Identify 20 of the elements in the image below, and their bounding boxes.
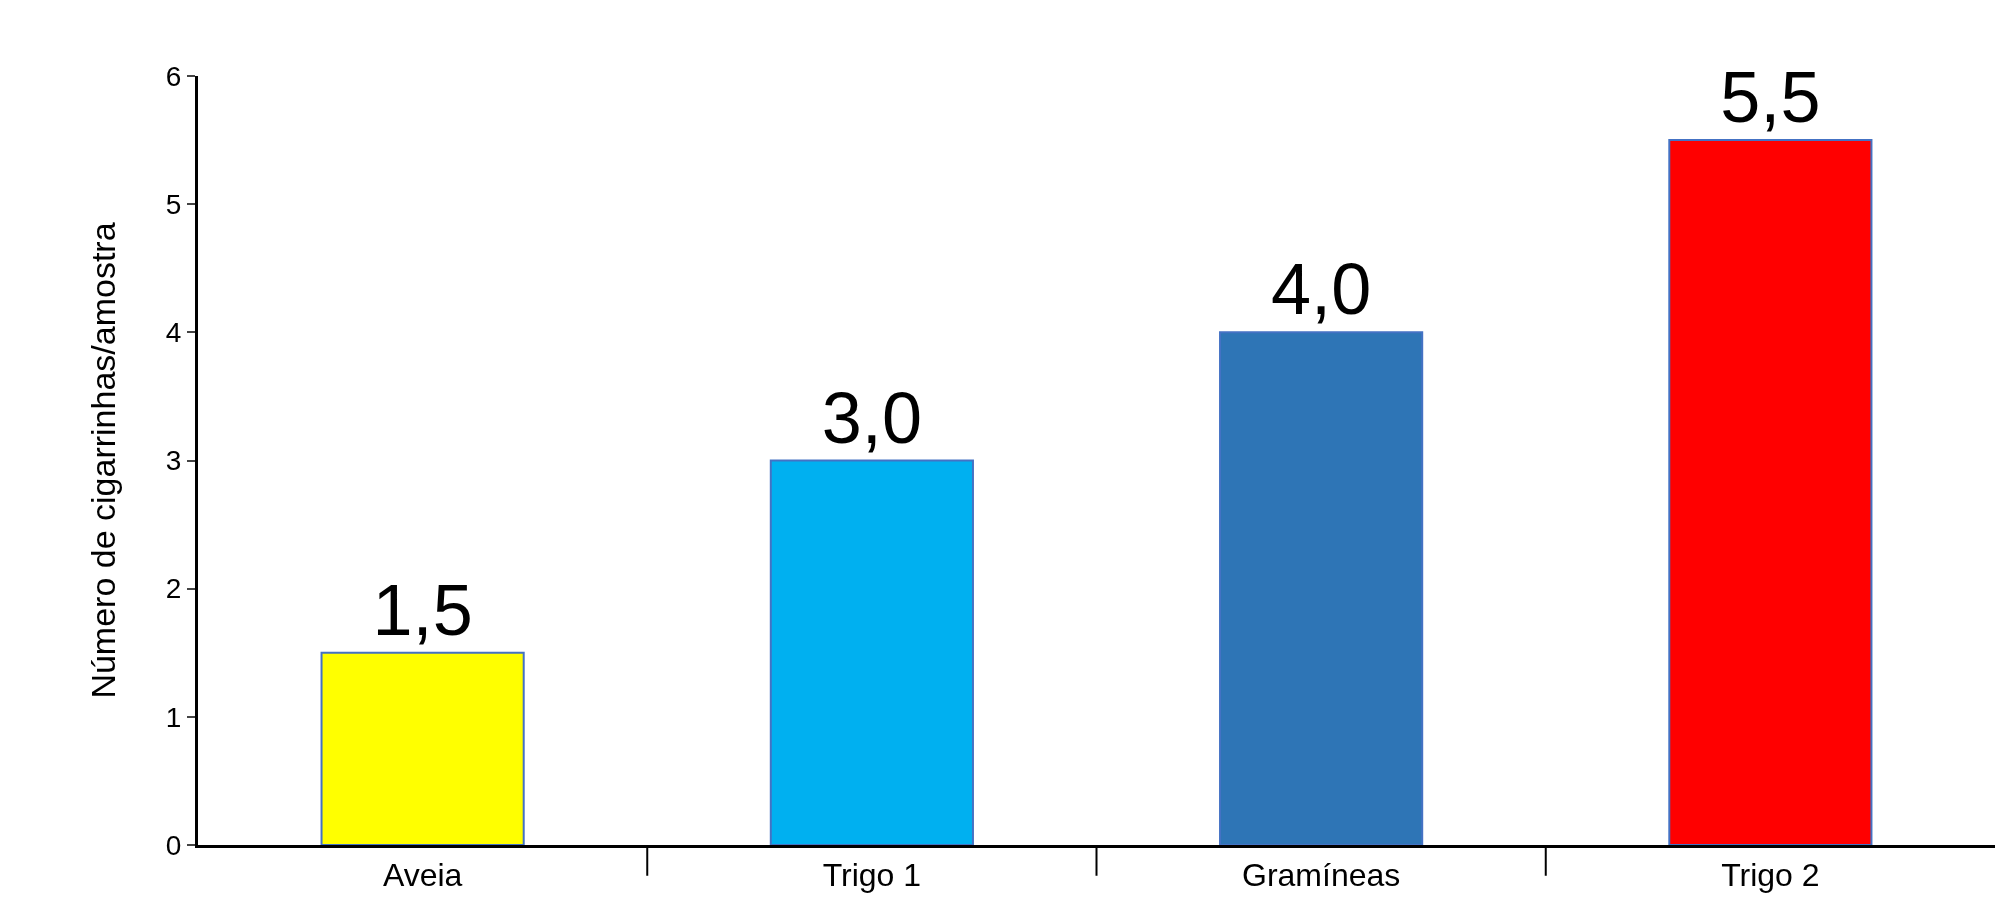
y-tick-label: 5	[165, 188, 182, 220]
data-label: 1,5	[372, 569, 473, 650]
data-label: 3,0	[821, 377, 922, 458]
bar	[1219, 331, 1424, 845]
bar	[320, 651, 525, 845]
data-label: 5,5	[1720, 57, 1821, 138]
y-tick-label: 0	[165, 829, 182, 861]
y-tick-label: 4	[165, 317, 182, 349]
y-tick-label: 3	[165, 445, 182, 477]
data-label: 4,0	[1271, 249, 1372, 330]
y-tick-label: 1	[165, 701, 182, 733]
x-tick-label: Trigo 1	[822, 857, 922, 894]
y-tick-label: 2	[165, 573, 182, 605]
bar	[1668, 139, 1873, 845]
x-tick-label: Aveia	[382, 857, 463, 894]
x-tick-label: Gramíneas	[1241, 857, 1401, 894]
bar	[769, 459, 974, 845]
x-tick-label: Trigo 2	[1721, 857, 1820, 894]
y-tick-label: 6	[165, 60, 182, 92]
y-axis-title: Número de cigarrinhas/amostra	[84, 222, 123, 699]
